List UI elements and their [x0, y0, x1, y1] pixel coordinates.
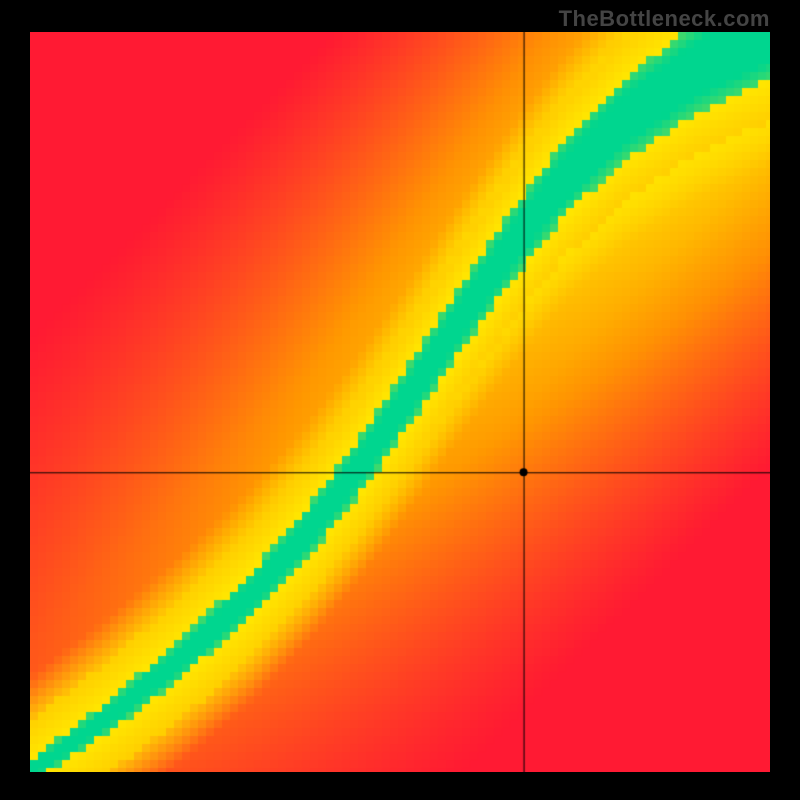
- chart-container: TheBottleneck.com: [0, 0, 800, 800]
- bottleneck-heatmap: [30, 32, 770, 772]
- watermark: TheBottleneck.com: [559, 6, 770, 32]
